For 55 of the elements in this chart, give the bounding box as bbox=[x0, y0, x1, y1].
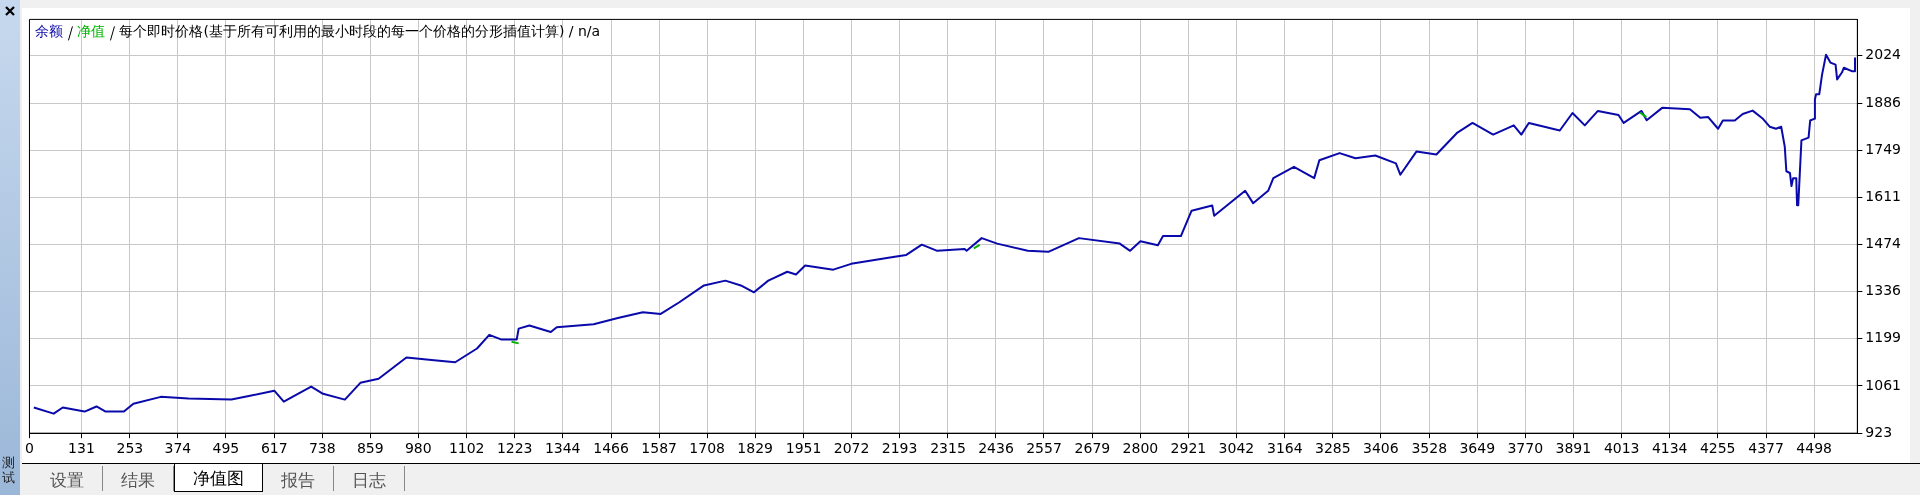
x-tick-label: 2193 bbox=[881, 440, 918, 457]
y-tick-label: 923 bbox=[1865, 423, 1893, 440]
text: 日志 bbox=[334, 466, 405, 491]
x-tick-label: 1708 bbox=[689, 440, 725, 457]
x-tick-label: 3528 bbox=[1411, 440, 1448, 457]
x-tick-label: 0 bbox=[24, 440, 34, 457]
x-tick-label: 2557 bbox=[1026, 440, 1062, 457]
x-tick-label: 253 bbox=[116, 440, 144, 457]
y-tick-label: 1061 bbox=[1865, 376, 1902, 393]
x-tick-label: 1951 bbox=[785, 440, 822, 457]
x-tick-label: 1466 bbox=[593, 440, 630, 457]
y-tick-label: 2024 bbox=[1865, 46, 1902, 63]
x-tick-label: 980 bbox=[404, 440, 432, 457]
x-tick-label: 2921 bbox=[1170, 440, 1207, 457]
x-tick-label: 2072 bbox=[833, 440, 870, 457]
x-tick-label: 4134 bbox=[1651, 440, 1688, 457]
y-tick-label: 1611 bbox=[1865, 187, 1902, 204]
y-tick-label: 1749 bbox=[1865, 140, 1902, 157]
y-tick-label: 1886 bbox=[1865, 93, 1902, 110]
x-tick-label: 2679 bbox=[1074, 440, 1111, 457]
x-tick-label: 3406 bbox=[1363, 440, 1399, 457]
text: 余额 bbox=[35, 23, 64, 40]
x-tick-label: 617 bbox=[260, 440, 288, 457]
x-tick-label: 3891 bbox=[1555, 440, 1592, 457]
y-tick-label: 1474 bbox=[1865, 234, 1902, 251]
x-tick-label: 495 bbox=[212, 440, 240, 457]
x-tick-label: 859 bbox=[356, 440, 384, 457]
x-tick-label: 3649 bbox=[1459, 440, 1496, 457]
x-tick-label: 131 bbox=[68, 440, 95, 457]
text: 报告 bbox=[263, 466, 334, 491]
x-tick-label: 738 bbox=[308, 440, 336, 457]
chart-title: 每个即时价格(基于所有可利用的最小时段的每一个价格的分形插值计算) / n/a bbox=[119, 23, 601, 40]
text: 净值 bbox=[77, 23, 106, 40]
x-tick-label: 1102 bbox=[448, 440, 485, 457]
x-tick-label: 374 bbox=[164, 440, 192, 457]
text: 设置 bbox=[32, 466, 103, 491]
x-tick-label: 3770 bbox=[1507, 440, 1544, 457]
y-tick-label: 1199 bbox=[1865, 329, 1902, 346]
x-tick-label: 3164 bbox=[1267, 440, 1303, 457]
x-tick-label: 1829 bbox=[737, 440, 773, 457]
x-tick-label: 4498 bbox=[1796, 440, 1832, 457]
text: 结果 bbox=[103, 466, 174, 491]
x-tick-label: 2800 bbox=[1122, 440, 1159, 457]
x-tick-label: 1587 bbox=[641, 440, 677, 457]
x-tick-label: 4013 bbox=[1603, 440, 1640, 457]
x-tick-label: 4377 bbox=[1748, 440, 1784, 457]
x-tick-label: 3285 bbox=[1315, 440, 1351, 457]
x-tick-label: 1344 bbox=[544, 440, 581, 457]
x-tick-label: 2315 bbox=[930, 440, 966, 457]
y-tick-label: 1336 bbox=[1865, 282, 1902, 299]
x-tick-label: 3042 bbox=[1218, 440, 1255, 457]
x-tick-label: 2436 bbox=[978, 440, 1014, 457]
text: 测试 bbox=[2, 455, 16, 485]
x-tick-label: 1223 bbox=[496, 440, 533, 457]
x-tick-label: 4255 bbox=[1699, 440, 1736, 457]
